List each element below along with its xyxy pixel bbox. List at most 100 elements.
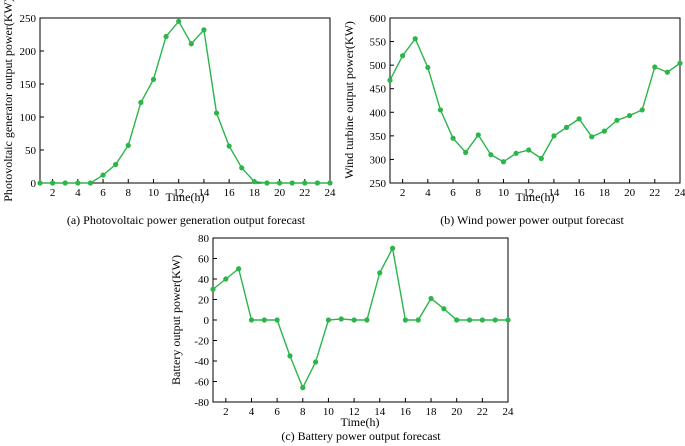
x-tick-label: 16 (224, 187, 236, 199)
x-tick-label: 14 (548, 187, 560, 199)
data-point (226, 143, 232, 149)
data-point (100, 172, 106, 178)
data-point (479, 317, 485, 323)
plot-frame (39, 17, 331, 184)
y-axis-label: Photovoltaic generator output power(KW) (1, 0, 15, 202)
data-point (463, 149, 469, 155)
data-point (236, 266, 242, 272)
data-point (338, 316, 344, 322)
x-tick-label: 2 (400, 187, 406, 199)
y-axis-label: Wind turbine output power(KW) (342, 21, 356, 179)
x-tick-label: 4 (425, 187, 431, 199)
data-point (239, 165, 245, 171)
x-tick-label: 16 (574, 187, 586, 199)
data-point (415, 317, 421, 323)
data-point (274, 317, 280, 323)
data-point (37, 180, 43, 186)
data-point (538, 155, 544, 162)
plot-frame (389, 17, 681, 184)
x-tick-label: 18 (599, 187, 611, 199)
x-tick-label: 24 (325, 187, 337, 199)
x-tick-label: 10 (323, 406, 335, 418)
chart-battery: 2 4 6 8 10 12 14 16 18 20 22 24-80-60-40-2002040608… (169, 233, 514, 443)
data-point (425, 64, 431, 71)
data-point (150, 76, 157, 82)
x-tick-label: 4 (249, 406, 255, 418)
series-line (389, 37, 681, 163)
data-point (387, 77, 393, 83)
data-point (62, 180, 68, 186)
data-point (188, 41, 194, 47)
y-tick-label: 0 (31, 178, 37, 190)
data-point (50, 180, 56, 186)
data-point (325, 317, 332, 323)
data-point (287, 353, 293, 359)
x-tick-label: 6 (450, 187, 456, 199)
x-tick-label: 20 (274, 187, 286, 199)
data-point (125, 142, 131, 148)
x-tick-label: 24 (675, 187, 685, 199)
y-tick-label: 550 (370, 37, 387, 49)
x-axis-label: Time(h) (166, 190, 205, 204)
x-tick-label: 2 (50, 187, 56, 199)
data-point (601, 128, 607, 134)
x-tick-label: 8 (300, 406, 306, 418)
x-tick-label: 10 (498, 187, 510, 199)
series-line (40, 20, 330, 184)
data-point (264, 180, 270, 186)
y-tick-label: 50 (25, 145, 37, 157)
data-point (314, 180, 320, 186)
y-tick-label: 0 (204, 315, 210, 327)
data-point (441, 306, 447, 312)
x-axis-label: Time(h) (341, 415, 380, 429)
data-point (213, 110, 220, 116)
data-point (551, 133, 557, 139)
y-tick-label: 250 (20, 13, 37, 25)
data-point (500, 159, 507, 165)
y-tick-label: 350 (370, 131, 387, 143)
x-tick-label: 14 (374, 406, 386, 418)
data-point (505, 317, 511, 323)
data-point (75, 180, 81, 186)
y-tick-label: 400 (370, 107, 387, 119)
data-point (251, 179, 257, 185)
data-point (176, 18, 182, 24)
data-point (664, 69, 670, 75)
y-tick-label: 450 (370, 84, 387, 96)
y-axis-label: Battery output power(KW) (169, 255, 183, 385)
data-point (563, 124, 570, 130)
data-point (289, 180, 295, 186)
data-point (276, 180, 283, 186)
y-tick-label: 150 (20, 79, 37, 91)
x-tick-label: 4 (75, 187, 81, 199)
data-point (402, 317, 408, 323)
data-point (223, 276, 229, 282)
data-point (210, 286, 216, 292)
x-tick-label: 12 (349, 406, 360, 418)
x-tick-label: 16 (400, 406, 412, 418)
x-tick-label: 6 (100, 187, 106, 199)
data-point (313, 359, 319, 365)
data-point (138, 99, 144, 106)
x-tick-label: 20 (451, 406, 463, 418)
data-point (113, 161, 119, 168)
data-point (652, 64, 658, 70)
x-tick-label: 8 (126, 187, 132, 199)
data-point (492, 317, 498, 323)
x-tick-label: 18 (249, 187, 261, 199)
x-tick-label: 6 (274, 406, 280, 418)
data-point (450, 135, 456, 141)
y-tick-label: 200 (20, 46, 37, 58)
y-tick-label: -60 (194, 377, 209, 389)
data-point (626, 112, 633, 119)
y-tick-label: 600 (370, 13, 387, 25)
y-tick-label: -40 (194, 356, 209, 368)
x-tick-label: 2 (223, 406, 229, 418)
x-tick-label: 12 (523, 187, 534, 199)
data-point (526, 147, 532, 153)
data-point (351, 317, 357, 323)
x-tick-label: 14 (198, 187, 210, 199)
data-point (488, 152, 494, 158)
x-tick-label: 22 (649, 187, 660, 199)
